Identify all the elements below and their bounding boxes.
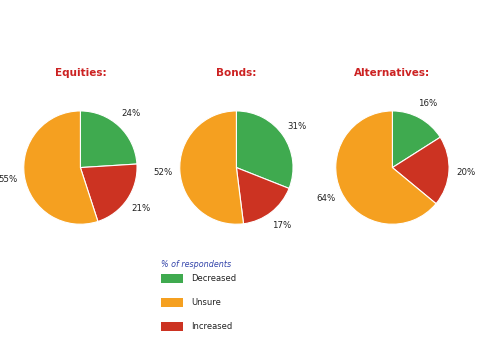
Wedge shape [80,111,137,168]
Text: 55%: 55% [0,175,17,184]
Bar [161,322,183,331]
Wedge shape [80,164,137,222]
Text: Alternatives:: Alternatives: [354,68,431,78]
Wedge shape [336,111,436,224]
Text: 64%: 64% [316,195,336,203]
Text: In the past five years, how has the length of the period used in
defining ‘long-: In the past five years, how has the leng… [22,29,458,53]
Text: Unsure: Unsure [192,298,221,307]
Bar [161,274,183,283]
Text: Bonds:: Bonds: [216,68,257,78]
Text: 24%: 24% [121,109,141,118]
Text: 52%: 52% [153,168,172,177]
Bar [161,298,183,307]
Text: 16%: 16% [418,98,437,107]
Text: Increased: Increased [192,322,233,331]
Text: % of respondents: % of respondents [161,260,231,269]
Text: 31%: 31% [288,122,307,131]
Wedge shape [180,111,243,224]
Text: Equities:: Equities: [55,68,106,78]
Wedge shape [393,137,449,204]
Text: 21%: 21% [132,205,151,213]
Text: 20%: 20% [456,168,476,177]
Text: Decreased: Decreased [192,274,237,283]
Text: 17%: 17% [272,221,291,230]
Wedge shape [24,111,98,224]
Wedge shape [236,111,293,188]
Wedge shape [236,168,289,224]
Wedge shape [392,111,440,168]
